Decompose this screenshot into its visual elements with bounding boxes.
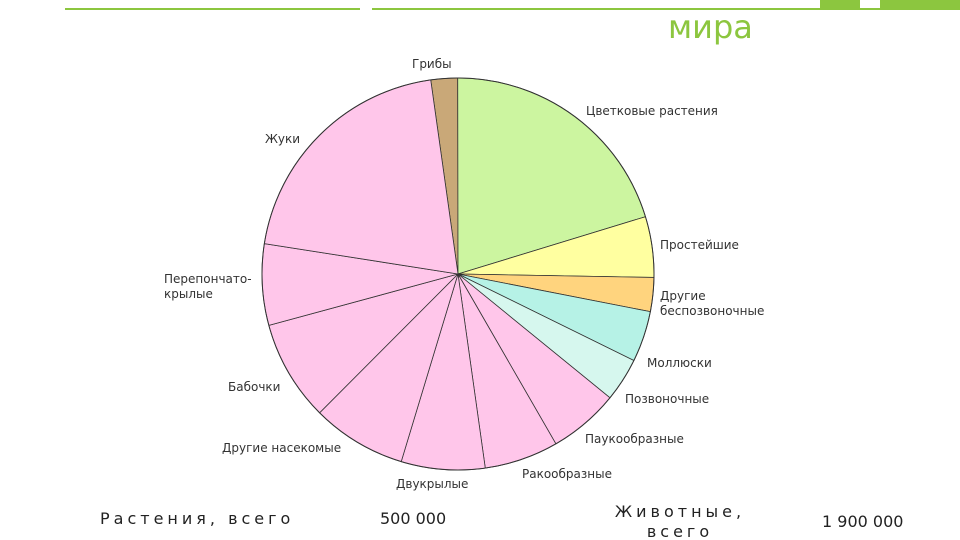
plants-label: Растения, всего bbox=[100, 509, 295, 528]
slice-label: Простейшие bbox=[660, 238, 739, 252]
slice-label: Цветковые растения bbox=[586, 104, 718, 118]
accent-bar bbox=[880, 0, 960, 10]
plants-total: 500 000 bbox=[380, 509, 447, 528]
slice-label: Позвоночные bbox=[625, 392, 710, 406]
slice-label: Моллюски bbox=[647, 356, 712, 370]
pie-outline bbox=[261, 77, 655, 471]
slice-label: Другие насекомые bbox=[222, 441, 342, 455]
slice-label: Жуки bbox=[265, 132, 301, 146]
slide-title: мира bbox=[668, 8, 753, 46]
accent-bar bbox=[820, 0, 860, 10]
slice-label: Двукрылые bbox=[396, 477, 469, 491]
slice-label: Другие беспозвоночные bbox=[660, 289, 765, 318]
slice-label: Перепончато- крылые bbox=[164, 272, 252, 301]
pie-slice bbox=[263, 79, 459, 275]
animals-total: 1 900 000 bbox=[822, 512, 904, 531]
slice-label: Паукообразные bbox=[585, 432, 684, 446]
slice-label: Ракообразные bbox=[522, 467, 612, 481]
slice-label: Бабочки bbox=[228, 380, 281, 394]
slice-label: Грибы bbox=[412, 57, 452, 71]
animals-label: Животные, всего bbox=[614, 502, 746, 540]
